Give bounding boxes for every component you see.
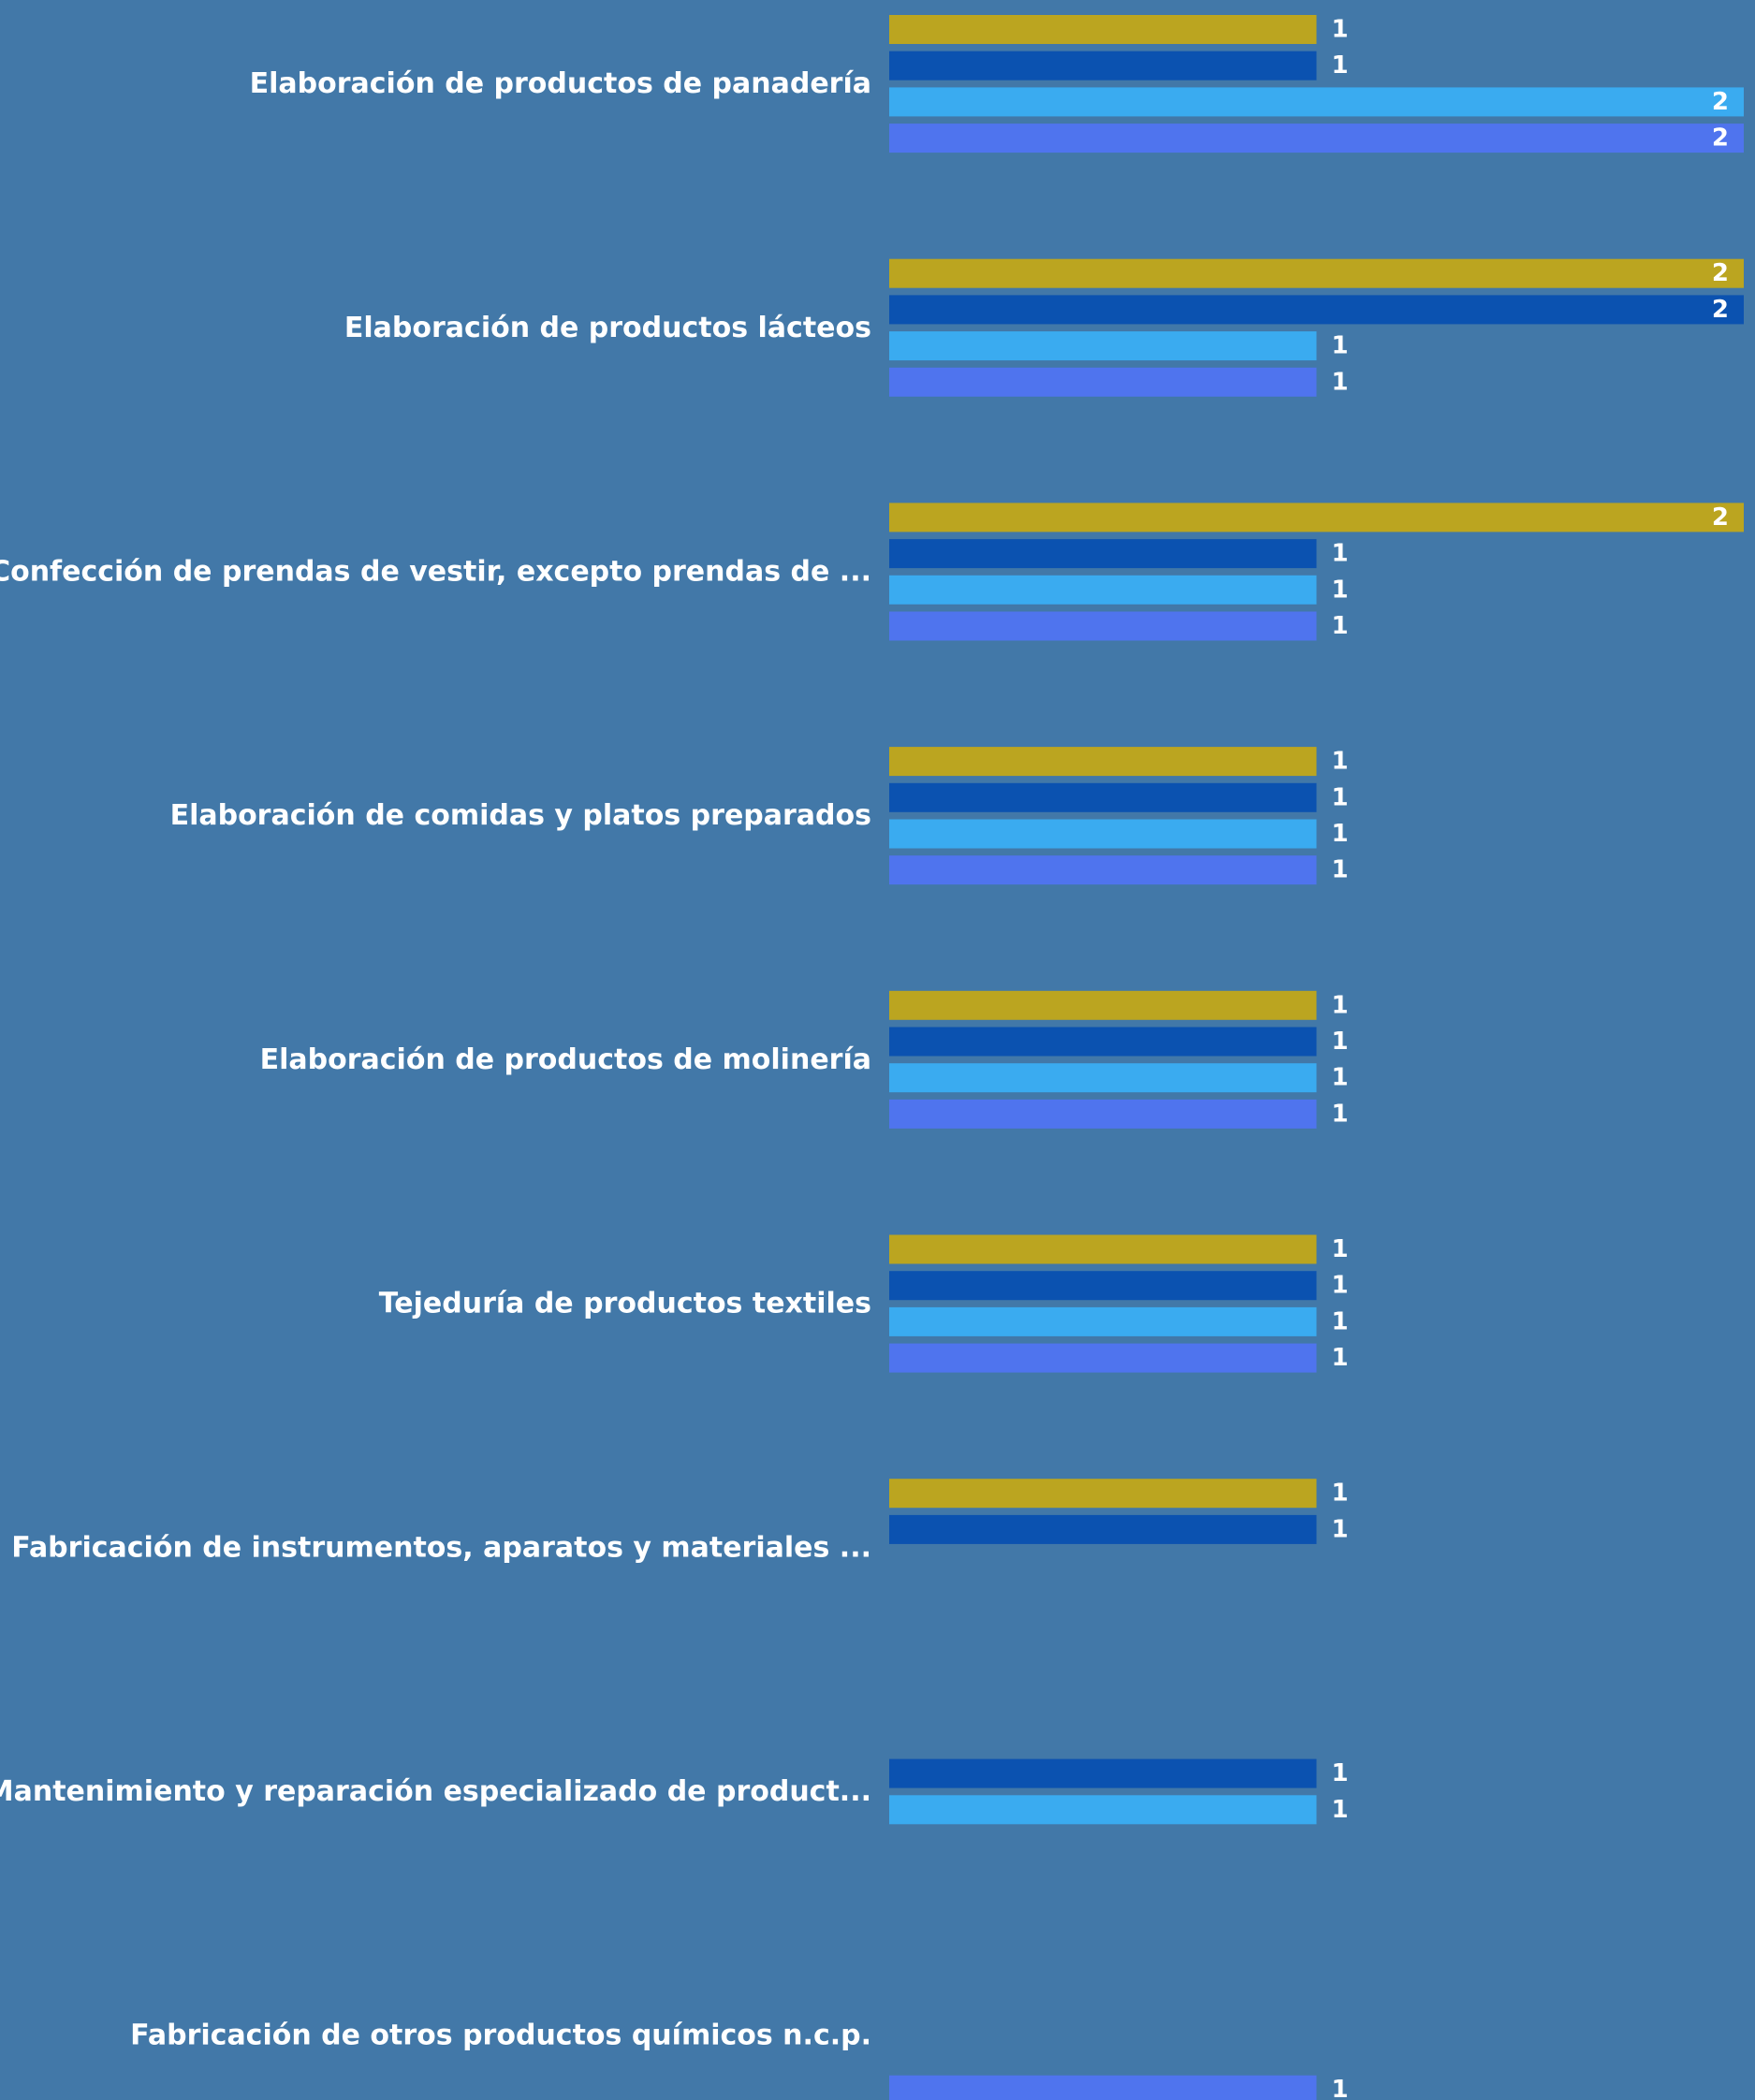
- category-label: Tejeduría de productos textiles: [379, 1288, 871, 1320]
- data-label: 1: [1332, 1272, 1349, 1300]
- bar: [889, 1758, 1317, 1788]
- data-label: 1: [1332, 820, 1349, 848]
- bar: [889, 990, 1317, 1020]
- bar: [889, 258, 1744, 288]
- category-label: Elaboración de comidas y platos preparad…: [170, 799, 871, 832]
- data-label: 1: [1332, 368, 1349, 396]
- bar: [889, 782, 1317, 812]
- data-label: 1: [1332, 16, 1349, 44]
- data-label: 2: [1712, 259, 1729, 287]
- bar: [889, 855, 1317, 885]
- data-label: 2: [1712, 296, 1729, 324]
- bar: [889, 611, 1317, 641]
- bar: [889, 575, 1317, 605]
- data-label: 1: [1332, 1307, 1349, 1335]
- data-label: 2: [1712, 88, 1729, 116]
- bar: [889, 1514, 1317, 1544]
- data-label: 1: [1332, 1235, 1349, 1263]
- data-label: 2: [1712, 503, 1729, 532]
- bar: [889, 747, 1317, 777]
- category-label: Elaboración de productos de molinería: [260, 1043, 871, 1076]
- data-label: 1: [1332, 783, 1349, 811]
- bar: [889, 503, 1744, 532]
- bar: [889, 124, 1744, 153]
- category-label: Fabricación de instrumentos, aparatos y …: [11, 1531, 871, 1564]
- bar: [889, 1271, 1317, 1301]
- data-label: 1: [1332, 1064, 1349, 1092]
- category-label: Mantenimiento y reparación especializado…: [0, 1775, 871, 1808]
- data-label: 1: [1332, 1344, 1349, 1372]
- data-label: 1: [1332, 2076, 1349, 2100]
- bar: [889, 1099, 1317, 1129]
- category-label: Confección de prendas de vestir, excepto…: [0, 555, 871, 588]
- data-label: 1: [1332, 1100, 1349, 1128]
- data-label: 1: [1332, 1028, 1349, 1056]
- bar: [889, 2075, 1317, 2100]
- bar: [889, 1234, 1317, 1264]
- data-label: 2: [1712, 124, 1729, 153]
- bar: [889, 539, 1317, 569]
- category-label: Elaboración de productos de panadería: [250, 67, 871, 100]
- bar: [889, 1027, 1317, 1057]
- bar: [889, 1306, 1317, 1336]
- bar: [889, 1795, 1317, 1825]
- bar: [889, 51, 1317, 80]
- data-label: 1: [1332, 1480, 1349, 1508]
- data-label: 1: [1332, 1515, 1349, 1543]
- data-label: 1: [1332, 748, 1349, 776]
- bar: [889, 1343, 1317, 1373]
- bar: [889, 15, 1317, 44]
- bar: [889, 331, 1317, 361]
- bar: [889, 87, 1744, 117]
- bar: [889, 1063, 1317, 1093]
- bar: [889, 295, 1744, 325]
- category-label: Elaboración de productos lácteos: [344, 312, 871, 344]
- category-label: Fabricación de otros productos químicos …: [130, 2020, 871, 2052]
- data-label: 1: [1332, 856, 1349, 884]
- bar: [889, 819, 1317, 849]
- data-label: 1: [1332, 332, 1349, 360]
- bar: [889, 1479, 1317, 1509]
- data-label: 1: [1332, 1796, 1349, 1824]
- bar: [889, 367, 1317, 397]
- data-label: 1: [1332, 540, 1349, 568]
- data-label: 1: [1332, 51, 1349, 80]
- data-label: 1: [1332, 991, 1349, 1019]
- data-label: 1: [1332, 612, 1349, 640]
- data-label: 1: [1332, 1759, 1349, 1787]
- data-label: 1: [1332, 576, 1349, 604]
